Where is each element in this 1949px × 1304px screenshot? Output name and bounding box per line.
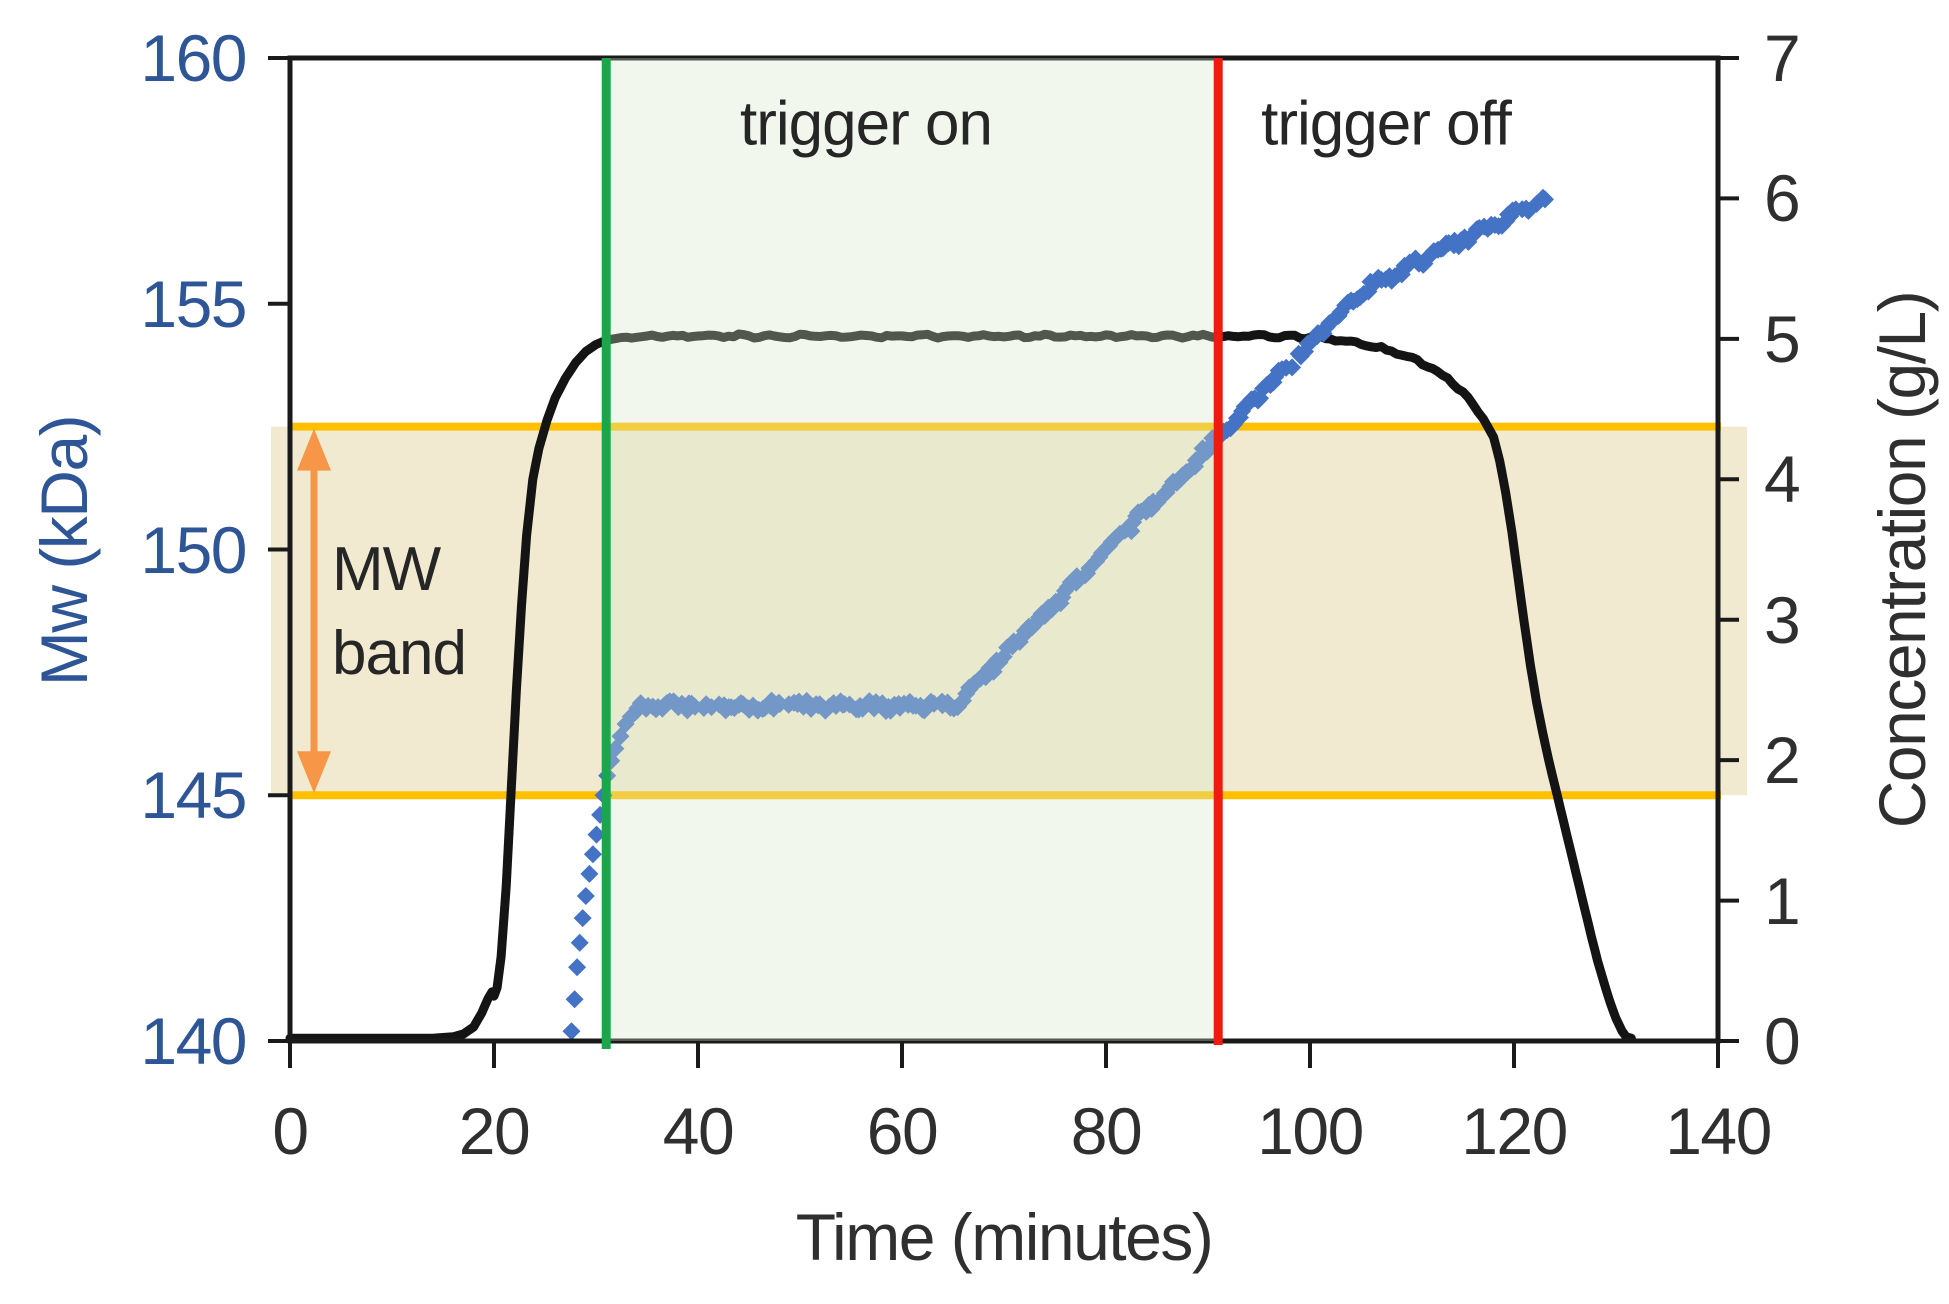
mw-band-arrow	[297, 428, 331, 794]
axes-frame	[268, 55, 1739, 1068]
concentration-line	[285, 329, 1636, 1043]
trigger-region	[606, 58, 1219, 1041]
